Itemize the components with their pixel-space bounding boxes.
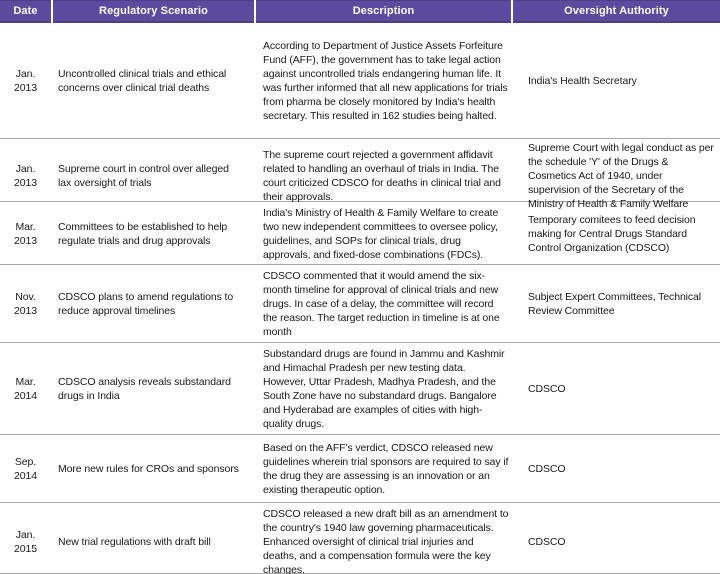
cell-description: CDSCO released a new draft bill as an am… — [263, 508, 509, 574]
cell-regulatory-scenario: New trial regulations with draft bill — [58, 536, 211, 548]
cell-oversight-authority: Subject Expert Committees, Technical Rev… — [528, 291, 702, 317]
cell-oversight-authority: CDSCO — [528, 536, 566, 548]
cell-description: Substandard drugs are found in Jammu and… — [263, 348, 505, 430]
cell-oversight-authority: India's Health Secretary — [528, 74, 637, 87]
table-row: Mar. 2013 Committees to be established t… — [0, 202, 720, 265]
cell-regulatory-scenario: More new rules for CROs and sponsors — [58, 462, 239, 475]
cell-date: Jan. 2015 — [14, 529, 37, 555]
table-row: Jan. 2013 Supreme court in control over … — [0, 139, 720, 210]
table-row: Jan. 2013 Uncontrolled clinical trials a… — [0, 23, 720, 139]
cell-description: India's Ministry of Health & Family Welf… — [263, 207, 499, 261]
cell-date: Jan. 2013 — [14, 163, 37, 189]
cell-date: Nov. 2013 — [14, 291, 37, 317]
cell-regulatory-scenario: Uncontrolled clinical trials and ethical… — [58, 67, 227, 94]
cell-oversight-authority: Temporary comitees to feed decision maki… — [528, 214, 696, 254]
cell-description: CDSCO commented that it would amend the … — [263, 270, 500, 338]
table-body: Jan. 2013 Uncontrolled clinical trials a… — [0, 23, 720, 574]
table-row: Jan. 2015 New trial regulations with dra… — [0, 503, 720, 574]
column-header-description: Description — [256, 0, 511, 23]
cell-regulatory-scenario: CDSCO plans to amend regulations to redu… — [58, 291, 234, 317]
table-row: Nov. 2013 CDSCO plans to amend regulatio… — [0, 265, 720, 343]
cell-regulatory-scenario: Supreme court in control over alleged la… — [58, 163, 229, 189]
cell-date: Mar. 2013 — [14, 221, 37, 247]
cell-regulatory-scenario: CDSCO analysis reveals substandard drugs… — [58, 376, 231, 402]
column-header-date: Date — [0, 0, 51, 23]
cell-description: The supreme court rejected a government … — [263, 149, 501, 203]
column-header-regulatory-scenario: Regulatory Scenario — [53, 0, 254, 23]
cell-date: Sep. 2014 — [14, 455, 37, 482]
cell-description: According to Department of Justice Asset… — [263, 39, 508, 122]
table-header-row: Date Regulatory Scenario Description Ove… — [0, 0, 720, 23]
table-row: Mar. 2014 CDSCO analysis reveals substan… — [0, 343, 720, 435]
cell-regulatory-scenario: Committees to be established to help reg… — [58, 221, 228, 247]
column-header-oversight-authority: Oversight Authority — [513, 0, 720, 23]
cell-oversight-authority: CDSCO — [528, 383, 566, 395]
cell-date: Mar. 2014 — [14, 376, 37, 402]
cell-oversight-authority: CDSCO — [528, 462, 566, 475]
table-row: Sep. 2014 More new rules for CROs and sp… — [0, 435, 720, 503]
cell-oversight-authority: Supreme Court with legal conduct as per … — [528, 142, 714, 210]
cell-date: Jan. 2013 — [14, 67, 37, 94]
cell-description: Based on the AFF's verdict, CDSCO releas… — [263, 441, 509, 496]
